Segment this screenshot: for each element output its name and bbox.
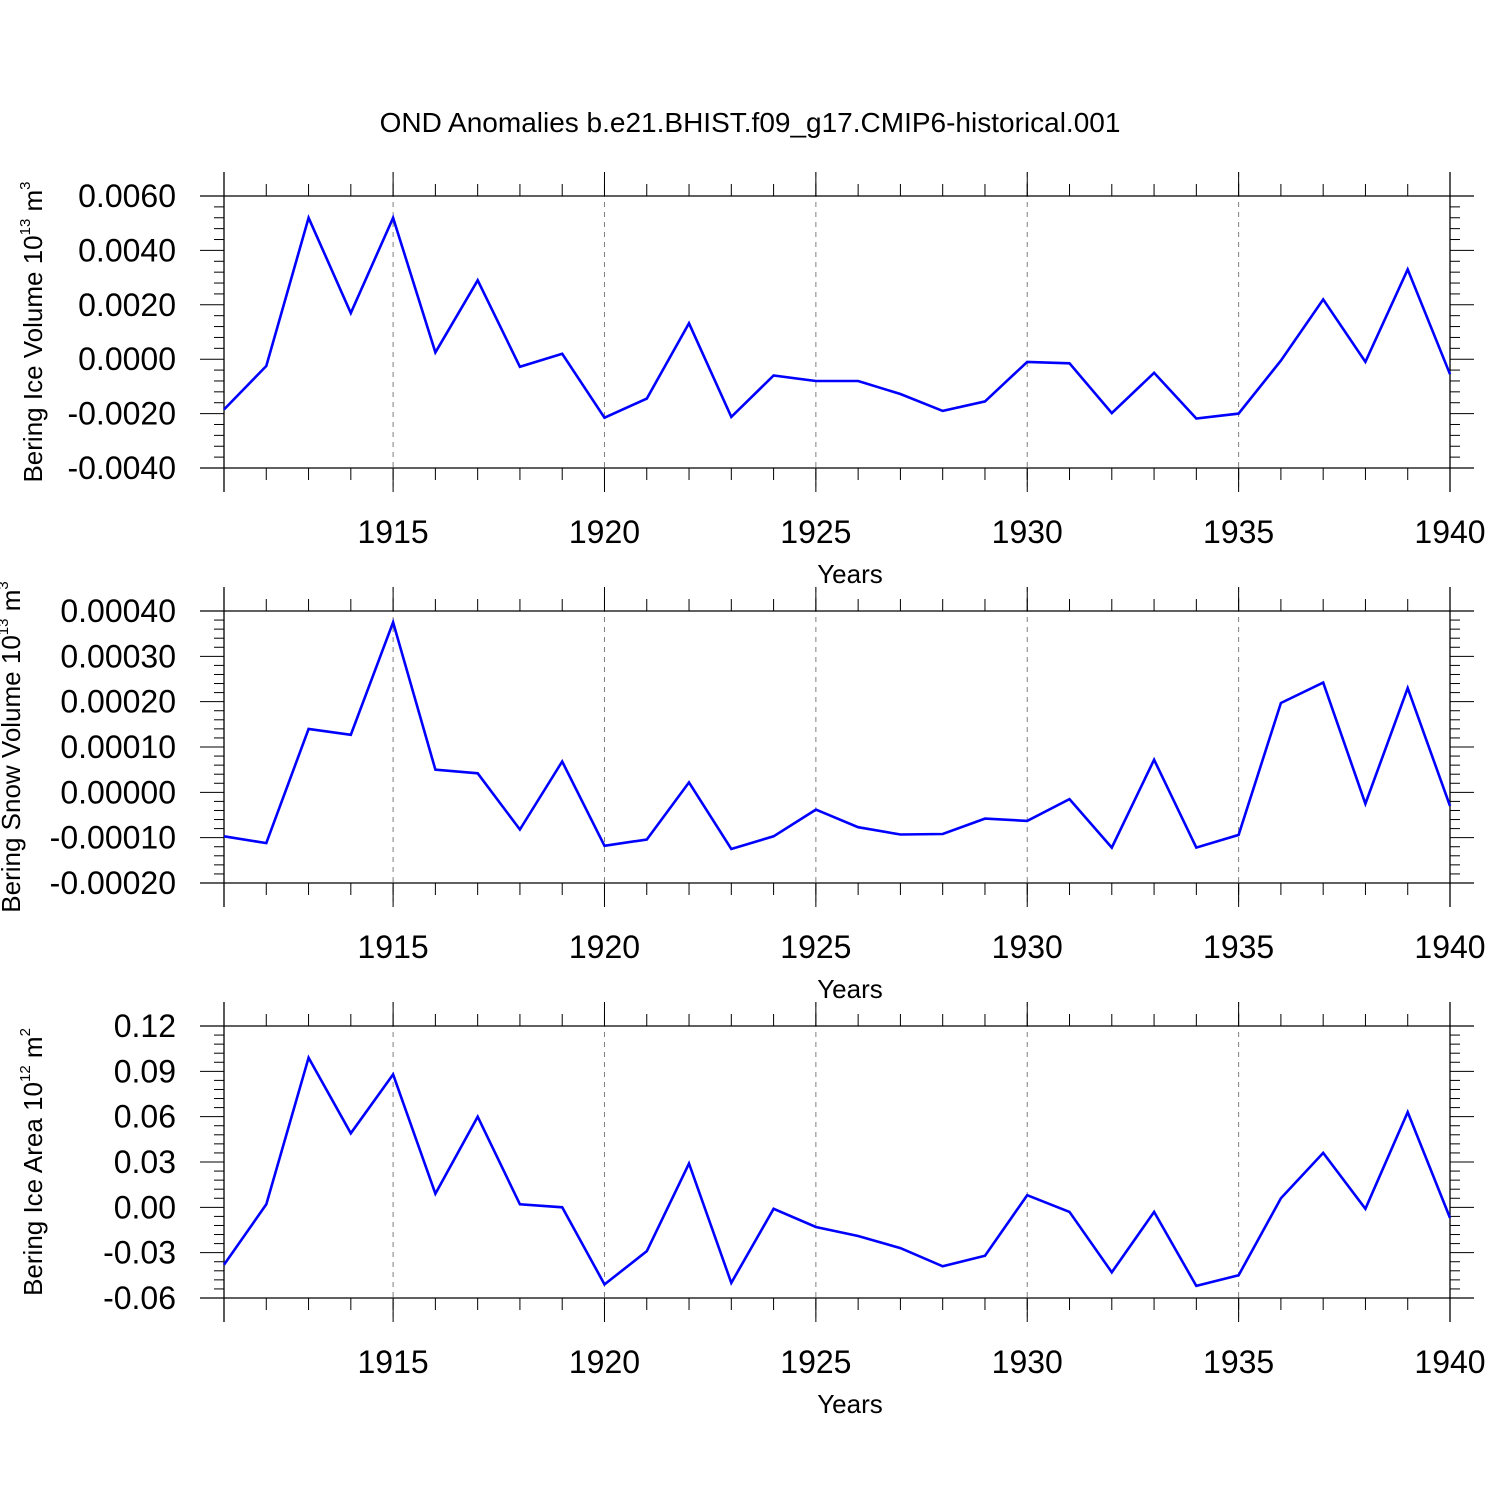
y-tick-label: 0.03: [114, 1144, 176, 1180]
y-tick-label: 0.00030: [60, 638, 176, 674]
x-tick-label: 1935: [1203, 514, 1274, 550]
y-axis-title-exponent: 13: [0, 619, 12, 636]
y-tick-label: -0.03: [103, 1235, 176, 1271]
y-tick-label: 0.0020: [78, 287, 176, 323]
y-axis-title-unit-exponent: 3: [0, 581, 12, 589]
x-tick-label: 1925: [780, 929, 851, 965]
x-tick-label: 1925: [780, 1344, 851, 1380]
y-axis-title-text: Bering Ice Volume 10: [18, 235, 48, 482]
panel-1: -0.0040 -0.0020 0.0000 0.0020 0.0040 0.0060 19…: [17, 172, 1486, 589]
y-tick-label: 0.06: [114, 1099, 176, 1135]
y-tick-label: -0.00010: [50, 820, 176, 856]
y-axis-title: Bering Snow Volume 1013 m3: [0, 581, 26, 912]
y-tick-label: 0.12: [114, 1008, 176, 1044]
y-tick-label: 0.00000: [60, 774, 176, 810]
y-tick-label: 0.00020: [60, 684, 176, 720]
y-axis-title-text: Bering Snow Volume 10: [0, 635, 26, 913]
x-tick-label: 1935: [1203, 1344, 1274, 1380]
x-tick-label: 1930: [992, 1344, 1063, 1380]
y-tick-label: -0.0020: [67, 396, 176, 432]
y-tick-label: 0.0060: [78, 178, 176, 214]
panel-2: -0.00020 -0.00010 0.00000 0.00010 0.00020 0.0…: [0, 581, 1486, 1004]
y-axis-title-exponent: 13: [17, 219, 34, 236]
x-tick-label: 1930: [992, 929, 1063, 965]
y-axis-title-unit-exponent: 3: [17, 181, 34, 189]
x-tick-label: 1935: [1203, 929, 1274, 965]
x-tick-label: 1915: [358, 1344, 429, 1380]
y-axis-title-unit: m: [18, 190, 48, 219]
x-tick-label: 1940: [1414, 514, 1485, 550]
y-tick-label: 0.00: [114, 1189, 176, 1225]
y-tick-label: 0.09: [114, 1053, 176, 1089]
x-axis-title: Years: [817, 559, 883, 589]
main-title: OND Anomalies b.e21.BHIST.f09_g17.CMIP6-…: [380, 107, 1121, 138]
x-tick-label: 1940: [1414, 929, 1485, 965]
y-tick-label: -0.06: [103, 1280, 176, 1316]
y-tick-label: -0.00020: [50, 865, 176, 901]
y-tick-label: 0.00040: [60, 593, 176, 629]
series-line: [222, 1054, 1452, 1288]
y-axis-title-unit: m: [18, 1036, 48, 1065]
x-tick-label: 1930: [992, 514, 1063, 550]
y-axis-title-unit: m: [0, 590, 26, 619]
y-axis-title-exponent: 12: [17, 1065, 34, 1082]
x-tick-label: 1915: [358, 929, 429, 965]
y-axis-title: Bering Ice Area 1012 m2: [17, 1028, 48, 1296]
y-tick-label: 0.0000: [78, 341, 176, 377]
x-axis-title: Years: [817, 974, 883, 1004]
x-tick-label: 1915: [358, 514, 429, 550]
y-tick-label: 0.00010: [60, 729, 176, 765]
y-tick-label: 0.0040: [78, 232, 176, 268]
series-line: [223, 618, 1452, 851]
y-axis-title-unit-exponent: 2: [17, 1028, 34, 1036]
y-axis-title: Bering Ice Volume 1013 m3: [17, 181, 48, 482]
x-tick-label: 1920: [569, 1344, 640, 1380]
panel-3: -0.06 -0.03 0.00 0.03 0.06 0.09 0.12 1915 1920 19…: [17, 1002, 1486, 1419]
x-tick-label: 1925: [780, 514, 851, 550]
x-tick-label: 1940: [1414, 1344, 1485, 1380]
y-axis-title-text: Bering Ice Area 10: [18, 1082, 48, 1296]
x-tick-label: 1920: [569, 514, 640, 550]
x-tick-label: 1920: [569, 929, 640, 965]
series-line: [223, 213, 1452, 420]
y-tick-label: -0.0040: [67, 450, 176, 486]
x-axis-title: Years: [817, 1389, 883, 1419]
